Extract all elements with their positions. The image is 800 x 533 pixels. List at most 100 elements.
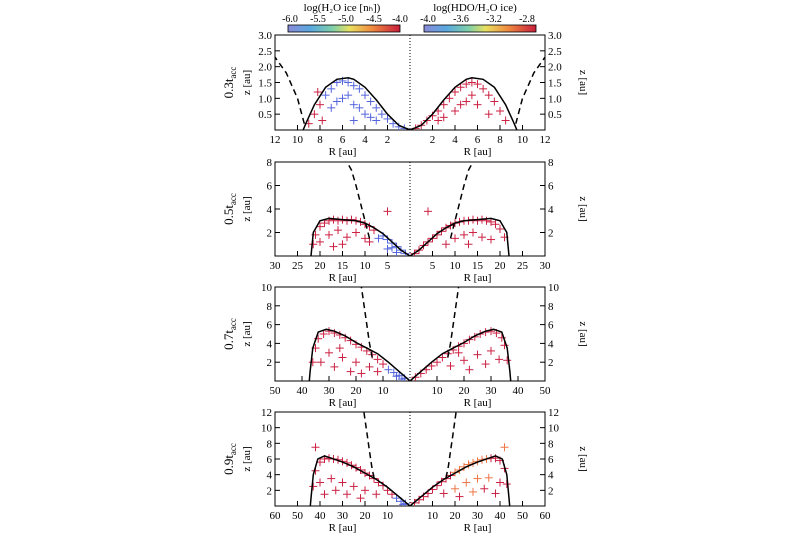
scatter-point-right	[473, 474, 482, 483]
scatter-point-left	[335, 344, 344, 353]
x-tick-label-right: 15	[472, 260, 484, 272]
x-axis-label-left: R [au]	[329, 522, 357, 533]
scatter-point-left	[338, 240, 347, 249]
y-tick-label-left: 10	[261, 423, 273, 435]
scatter-point-right	[484, 110, 493, 119]
x-tick-label-right: 30	[472, 510, 484, 522]
y-tick-label-right: 4	[548, 470, 554, 482]
y-tick-label-left: 6	[267, 320, 273, 332]
y-tick-label-right: 2.0	[548, 62, 562, 74]
scatter-point-right	[460, 356, 468, 365]
colorbar-gradient	[287, 24, 401, 33]
scatter-point-left	[355, 84, 364, 93]
scatter-point-right	[439, 489, 448, 498]
dashed-curve-left	[346, 162, 371, 239]
y-tick-label-left: 4	[267, 470, 273, 482]
colorbar-hdo-ratio: log(HDO/H₂O ice) -4.0 -3.6 -3.2 -2.8	[420, 2, 537, 33]
panels: 0.5 0.5 1.0 1.0 1.5 1.5 2.0 2.0 2.5 2.5 3.0 3.0 2 2 4 4…	[221, 30, 589, 533]
scatter-point-left	[366, 97, 375, 106]
scatter-point-right	[439, 113, 448, 122]
x-tick-label-right: 10	[432, 385, 444, 397]
scatter-point-right	[433, 358, 441, 367]
scatter-point-right	[473, 80, 482, 89]
y-tick-label-left: 8	[267, 301, 273, 313]
scatter-point-right	[462, 97, 471, 106]
scatter-point-left	[397, 375, 406, 381]
x-axis-label-right: R [au]	[464, 397, 492, 409]
scatter-point-right	[460, 230, 468, 239]
scatter-point-right	[424, 207, 432, 216]
colorbar-tick: -4.5	[366, 14, 382, 25]
x-tick-label-right: 10	[427, 510, 439, 522]
x-tick-label-left: 2	[385, 134, 391, 146]
dashed-curve-right	[449, 162, 474, 239]
x-tick-label-right: 40	[495, 510, 507, 522]
scatter-point-left	[361, 234, 369, 243]
scatter-point-right	[445, 94, 454, 103]
row-label: 0.5tacc	[221, 193, 238, 225]
row-label: 0.7tacc	[221, 318, 238, 350]
row-label: 0.3tacc	[221, 67, 238, 99]
scatter-point-left	[356, 494, 365, 503]
colorbar-title: log(HDO/H₂O ice)	[433, 2, 517, 14]
y-tick-label-right: 4	[548, 204, 554, 216]
scatter-point-left	[320, 219, 329, 228]
scatter-point-left	[334, 216, 342, 225]
x-tick-label-left: 4	[362, 134, 368, 146]
scatter-point-left	[352, 228, 360, 237]
scatter-point-right	[427, 361, 436, 370]
scatter-point-left	[334, 226, 342, 235]
scatter-point-left	[373, 367, 382, 376]
x-tick-label-right: 50	[540, 385, 552, 397]
colorbar-tick: -4.0	[420, 14, 436, 25]
x-tick-label-right: 2	[430, 134, 436, 146]
scatter-point-right	[490, 97, 499, 106]
scatter-point-left	[343, 233, 351, 242]
y-tick-label-left: 0.5	[258, 109, 272, 121]
plot-area	[275, 56, 545, 130]
scatter-point-right	[465, 365, 474, 374]
y-axis-label-left: z [au]	[241, 446, 253, 471]
scatter-point-right	[451, 484, 459, 493]
colorbar-h2o-ice: log(H₂O ice [nₕ]) -6.0 -5.5 -5.0 -4.5 -4…	[282, 2, 408, 33]
y-tick-label-left: 2	[267, 357, 273, 369]
y-tick-label-left: 1.5	[258, 78, 272, 90]
scatter-point-right	[496, 478, 504, 487]
x-tick-label-left: 10	[292, 134, 304, 146]
scatter-point-left	[349, 116, 358, 125]
scatter-point-left	[349, 482, 358, 491]
panel-2: 2 2 4 4 6 6 8 8 5 5 10 10 15 15 20 20 25 25 30 30 R [au] R [a…	[221, 157, 589, 284]
scatter-point-right	[467, 91, 476, 100]
y-tick-label-left: 8	[267, 438, 273, 450]
scatter-point-left	[346, 367, 355, 376]
scatter-point-left	[308, 358, 317, 367]
x-tick-label-right: 20	[459, 385, 471, 397]
x-axis-label-right: R [au]	[464, 146, 492, 158]
scatter-point-right	[451, 234, 459, 243]
x-tick-label-right: 50	[517, 510, 529, 522]
x-tick-label-right: 8	[497, 134, 503, 146]
scatter-point-right	[456, 83, 465, 92]
scatter-point-right	[487, 217, 495, 226]
scatter-point-right	[503, 356, 512, 365]
x-tick-label-right: 40	[513, 385, 525, 397]
x-tick-label-left: 20	[351, 385, 363, 397]
solid-curve-left	[310, 217, 411, 256]
scatter-point-left	[309, 482, 318, 491]
x-tick-label-left: 40	[315, 510, 327, 522]
x-tick-label-left: 10	[382, 510, 394, 522]
scatter-point-left	[373, 355, 382, 364]
scatter-point-right	[455, 492, 464, 501]
scatter-point-left	[327, 84, 336, 93]
panel-4: 2 2 4 4 6 6 8 8 10 10 12 12 10 10 20 20 30 30 40 40 50 50 60 60…	[221, 407, 589, 533]
scatter-point-left	[344, 78, 353, 87]
x-tick-label-right: 20	[495, 260, 507, 272]
y-tick-label-right: 0.5	[548, 109, 562, 121]
colorbar-tick: -3.6	[453, 14, 469, 25]
scatter-point-right	[487, 235, 495, 244]
x-tick-label-left: 60	[270, 510, 282, 522]
scatter-point-right	[428, 111, 437, 120]
y-tick-label-right: 2	[548, 228, 554, 240]
x-tick-label-right: 10	[450, 260, 462, 272]
dashed-curve-left	[363, 412, 375, 478]
